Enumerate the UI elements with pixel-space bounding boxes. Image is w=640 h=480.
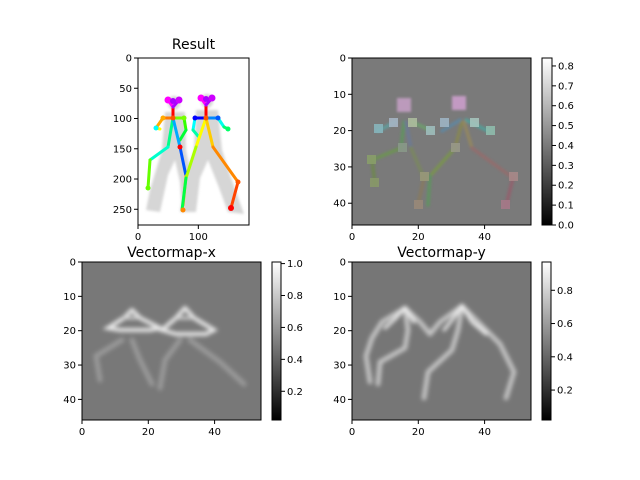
x-tick-label: 0 <box>79 427 85 438</box>
colorbar-tick-label: 0.6 <box>558 101 574 112</box>
y-tick-label: 50 <box>119 84 132 95</box>
colorbar-tick-label: 0.2 <box>287 387 303 398</box>
result-panel: Result <box>113 37 250 244</box>
colorbar-gradient <box>271 261 282 421</box>
y-tick-label: 20 <box>333 126 346 137</box>
y-tick-label: 30 <box>333 361 346 372</box>
x-tick-label: 40 <box>208 427 221 438</box>
colorbar-tick-label: 0.6 <box>557 319 573 330</box>
y-tick-label: 10 <box>333 90 346 101</box>
y-tick-label: 10 <box>63 292 76 303</box>
heatmap-image <box>352 58 531 225</box>
result-axes: 0 100 0 50 100 150 200 250 <box>113 54 208 244</box>
x-tick-label: 0 <box>349 232 355 243</box>
y-tick-label: 0 <box>70 258 76 269</box>
vectormap-x-frame <box>81 261 262 421</box>
colorbar-gradient <box>541 57 553 226</box>
result-image <box>138 58 249 225</box>
vectormap-x-colorbar: 0.2 0.4 0.6 0.8 1.0 <box>271 259 303 421</box>
x-tick-label: 40 <box>478 427 491 438</box>
colorbar-gradient <box>541 261 552 421</box>
y-tick-label: 40 <box>333 199 346 210</box>
colorbar-tick-label: 0.1 <box>558 201 574 212</box>
y-tick-label: 250 <box>113 205 132 216</box>
y-tick-label: 0 <box>126 54 132 65</box>
vectormap-y-title: Vectormap-y <box>397 245 486 261</box>
x-tick-label: 100 <box>189 232 208 243</box>
colorbar-tick-label: 0.6 <box>287 323 303 334</box>
colorbar-tick-label: 0.0 <box>558 221 574 232</box>
y-tick-label: 0 <box>340 54 346 65</box>
colorbar-tick-label: 0.7 <box>558 81 574 92</box>
result-frame <box>137 57 250 226</box>
colorbar-tick-label: 0.8 <box>287 291 303 302</box>
colorbar-tick-label: 0.8 <box>558 61 574 72</box>
y-tick-label: 30 <box>63 361 76 372</box>
y-tick-label: 30 <box>333 162 346 173</box>
y-tick-label: 20 <box>333 326 346 337</box>
colorbar-tick-label: 0.4 <box>287 355 303 366</box>
x-tick-label: 20 <box>412 427 425 438</box>
vectormap-y-frame <box>351 261 532 421</box>
y-tick-label: 200 <box>113 175 132 186</box>
heatmap-axes: 0 20 40 0 10 20 30 40 <box>333 54 491 244</box>
vectormap-x-axes: 0 20 40 0 10 20 30 40 <box>63 258 221 439</box>
y-tick-label: 150 <box>113 144 132 155</box>
x-tick-label: 0 <box>135 232 141 243</box>
colorbar-tick-label: 0.2 <box>558 181 574 192</box>
y-tick-label: 40 <box>63 395 76 406</box>
vectormap-x-title: Vectormap-x <box>127 245 216 261</box>
x-tick-label: 20 <box>412 232 425 243</box>
y-tick-label: 20 <box>63 326 76 337</box>
colorbar-tick-label: 0.8 <box>557 286 573 297</box>
heatmap-frame <box>351 57 532 226</box>
vectormap-y-image <box>352 262 531 420</box>
y-tick-label: 10 <box>333 292 346 303</box>
colorbar-tick-label: 1.0 <box>287 259 303 270</box>
heatmap-colorbar: 0.0 0.1 0.2 0.3 0.4 0.5 0.6 0.7 0.8 <box>541 57 574 232</box>
y-tick-label: 100 <box>113 114 132 125</box>
x-tick-label: 40 <box>478 232 491 243</box>
result-title: Result <box>172 37 216 53</box>
y-tick-label: 40 <box>333 395 346 406</box>
colorbar-tick-label: 0.2 <box>557 386 573 397</box>
colorbar-tick-label: 0.3 <box>558 161 574 172</box>
vectormap-x-image <box>82 262 261 420</box>
colorbar-tick-label: 0.4 <box>557 352 573 363</box>
colorbar-tick-label: 0.4 <box>558 141 574 152</box>
vectormap-y-colorbar: 0.2 0.4 0.6 0.8 <box>541 261 573 421</box>
x-tick-label: 0 <box>349 427 355 438</box>
vectormap-y-axes: 0 20 40 0 10 20 30 40 <box>333 258 491 439</box>
y-tick-label: 0 <box>340 258 346 269</box>
vectormap-x-panel: Vectormap-x 0 20 40 0 <box>63 245 303 438</box>
colorbar-tick-label: 0.5 <box>558 121 574 132</box>
x-tick-label: 20 <box>142 427 155 438</box>
